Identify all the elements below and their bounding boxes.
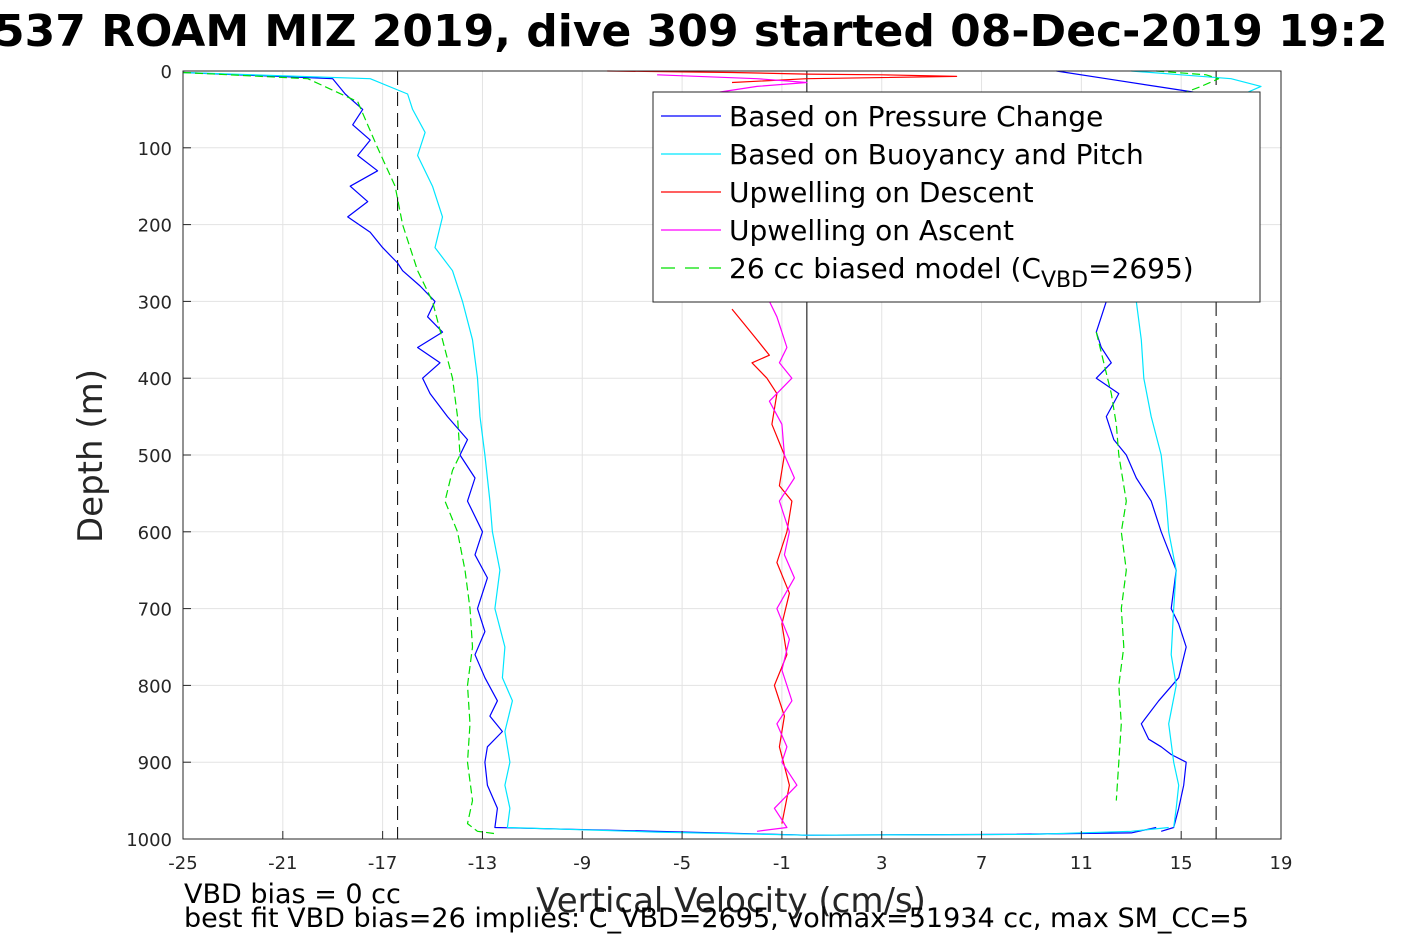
y-tick-label: 800 [138, 676, 172, 697]
y-tick-label: 300 [138, 292, 172, 313]
series-line [1131, 70, 1262, 95]
series-line [182, 71, 1157, 836]
x-tick-label: -1 [773, 853, 791, 874]
y-tick-label: 1000 [126, 830, 172, 851]
x-axis-ticks: -25 -21 -17 -13 -9 -5 -1 3 7 11 15 19 [168, 831, 1292, 874]
x-tick-label: -17 [368, 853, 397, 874]
legend-box [652, 91, 1261, 303]
series-line [1095, 331, 1127, 801]
x-tick-label: -5 [673, 853, 691, 874]
x-tick-label: -25 [168, 853, 197, 874]
legend-label: 26 cc biased model (CVBD=2695) [729, 252, 1194, 293]
y-tick-label: 700 [138, 600, 172, 621]
y-tick-label: 0 [161, 62, 172, 83]
y-tick-label: 600 [138, 523, 172, 544]
series-line [607, 70, 958, 84]
series-line [182, 71, 495, 835]
y-tick-label: 400 [138, 369, 172, 390]
series-line [1095, 301, 1187, 832]
y-tick-label: 500 [138, 446, 172, 467]
series-line [1156, 70, 1220, 95]
legend: Based on Pressure Change Based on Buoyanc… [652, 91, 1261, 303]
x-tick-label: 3 [876, 853, 887, 874]
x-axis-label: Vertical Velocity (cm/s) [536, 881, 926, 921]
x-tick-label: 15 [1170, 853, 1193, 874]
vbd-bias-note: VBD bias = 0 cc [184, 879, 401, 910]
x-tick-label: -13 [468, 853, 497, 874]
series-line [182, 71, 1169, 836]
series-line [756, 301, 798, 832]
x-tick-label: -9 [573, 853, 591, 874]
y-tick-label: 900 [138, 753, 172, 774]
x-tick-label: 7 [976, 853, 987, 874]
y-axis-label: Depth (m) [71, 369, 111, 543]
y-tick-label: 100 [138, 139, 172, 160]
y-tick-label: 200 [138, 216, 172, 237]
y-axis-ticks: 0 100 200 300 400 500 600 700 800 900 1000 [126, 62, 191, 851]
x-tick-label: 19 [1270, 853, 1293, 874]
series-line [1135, 301, 1180, 828]
legend-label: Upwelling on Descent [729, 176, 1034, 209]
legend-label: Based on Pressure Change [729, 100, 1103, 133]
legend-label: Upwelling on Ascent [729, 214, 1014, 247]
chart-title: 537 ROAM MIZ 2019, dive 309 started 08-D… [0, 6, 1388, 57]
best-fit-note: best fit VBD bias=26 implies: C_VBD=2695… [184, 903, 1249, 934]
legend-label: Based on Buoyancy and Pitch [729, 138, 1144, 171]
x-tick-label: -21 [268, 853, 297, 874]
series-line [731, 308, 793, 824]
x-tick-label: 11 [1070, 853, 1093, 874]
